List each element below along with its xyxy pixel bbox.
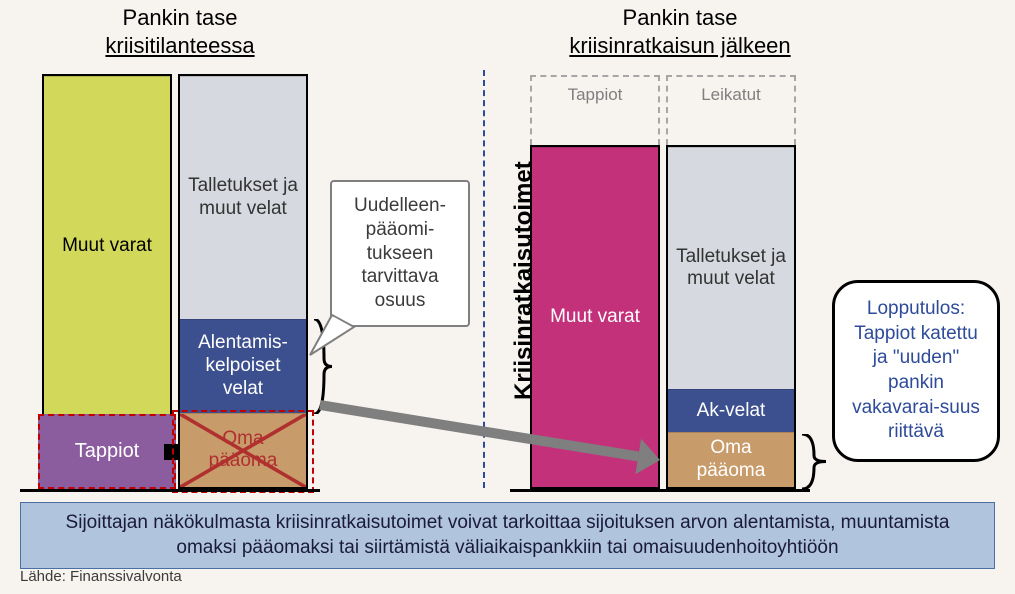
heading-right: Pankin tase kriisinratkaisun jälkeen — [530, 4, 830, 59]
note-bar: Sijoittajan näkökulmasta kriisinratkaisu… — [20, 502, 995, 569]
heading-left: Pankin tase kriisitilanteessa — [60, 4, 300, 59]
heading-right-line2: kriisinratkaisun jälkeen — [569, 33, 790, 58]
baseline-left — [20, 489, 320, 492]
tappiot-label: Tappiot — [75, 440, 140, 463]
bar-segment: Alentamis-kelpoiset velat — [180, 319, 306, 413]
dashed-top-tappiot: Tappiot — [530, 75, 660, 145]
tappiot-box: Tappiot — [38, 414, 176, 489]
left-liabilities-bar: Talletukset ja muut velatAlentamis-kelpo… — [178, 74, 308, 489]
gray-arrow-icon — [310, 385, 690, 490]
callout-tail-icon — [308, 309, 358, 359]
note-text: Sijoittajan näkökulmasta kriisinratkaisu… — [66, 512, 950, 558]
bracket-right-icon — [800, 434, 828, 489]
dashed-top-leikatut: Leikatut — [666, 75, 796, 145]
bar-segment: Muut varat — [44, 76, 170, 416]
heading-right-line1: Pankin tase — [623, 5, 738, 30]
result-box: Lopputulos: Tappiot katettu ja "uuden" p… — [832, 280, 1000, 462]
source-label: Lähde: Finanssivalvonta — [20, 568, 182, 585]
callout-recap: Uudelleen-pääomi-tukseen tarvittava osuu… — [330, 180, 470, 327]
callout-text: Uudelleen-pääomi-tukseen tarvittava osuu… — [354, 195, 446, 311]
heading-left-line1: Pankin tase — [123, 5, 238, 30]
result-text: Lopputulos: Tappiot katettu ja "uuden" p… — [852, 298, 980, 442]
bar-segment: Talletukset ja muut velat — [180, 76, 306, 319]
heading-left-line2: kriisitilanteessa — [105, 33, 254, 58]
bar-segment: Talletukset ja muut velat — [668, 147, 794, 389]
